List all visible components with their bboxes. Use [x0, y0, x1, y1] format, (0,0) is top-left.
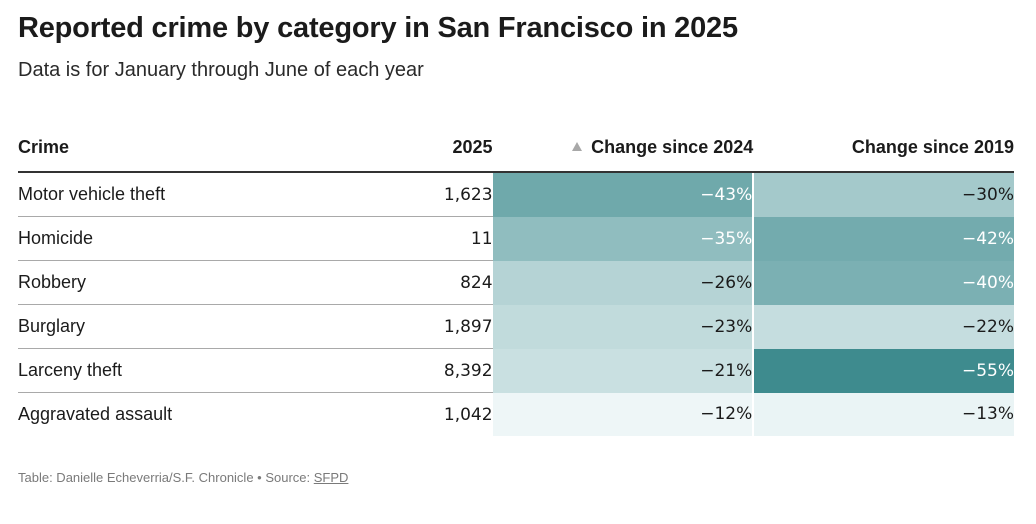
change-since-2019-cell: −30%	[752, 172, 1014, 217]
chart-title: Reported crime by category in San Franci…	[18, 12, 738, 44]
change-since-2019-cell: −55%	[752, 348, 1014, 393]
table-row: Aggravated assault 1,042 −12% −13%	[18, 392, 1014, 436]
table-row: Larceny theft 8,392 −21% −55%	[18, 348, 1014, 393]
change-since-2019-cell: −40%	[752, 260, 1014, 305]
table-row: Homicide 11 −35% −42%	[18, 216, 1014, 261]
table-row: Burglary 1,897 −23% −22%	[18, 304, 1014, 349]
source-link[interactable]: SFPD	[313, 470, 349, 485]
crime-name-cell: Larceny theft	[18, 348, 314, 393]
column-header-label: Crime	[18, 137, 70, 157]
column-header-2025[interactable]: 2025	[313, 124, 493, 173]
count-2025-cell: 8,392	[313, 348, 493, 393]
change-since-2019-cell: −42%	[752, 216, 1014, 261]
crime-name-cell: Motor vehicle theft	[18, 172, 314, 217]
count-2025-cell: 11	[313, 216, 493, 261]
crime-name-cell: Homicide	[18, 216, 314, 261]
footer-credit: Table: Danielle Echeverria/S.F. Chronicl…	[18, 470, 348, 485]
column-header-change-since-2019[interactable]: Change since 2019	[753, 124, 1014, 173]
footer-credit-text: Table: Danielle Echeverria/S.F. Chronicl…	[18, 470, 314, 485]
count-2025-cell: 1,623	[313, 172, 493, 217]
column-header-label: Change since 2019	[851, 137, 1014, 157]
column-header-label: 2025	[452, 137, 493, 157]
count-2025-cell: 1,042	[443, 404, 493, 425]
column-header-crime[interactable]: Crime	[18, 124, 314, 173]
change-since-2024-cell: −23%	[492, 304, 755, 349]
change-since-2024-cell: −35%	[492, 216, 755, 261]
column-header-change-since-2024[interactable]: Change since 2024	[492, 124, 754, 173]
crime-table: Crime 2025 Change since 2024 Change sinc…	[18, 124, 1014, 436]
crime-name-cell: Burglary	[18, 304, 314, 349]
change-since-2024-cell: −26%	[492, 260, 755, 305]
change-since-2024-cell: −21%	[492, 348, 755, 393]
count-2025-cell: 1,897	[313, 304, 493, 349]
column-header-label: Change since 2024	[591, 137, 754, 157]
crime-name-cell: Robbery	[18, 260, 314, 305]
sort-ascending-icon	[572, 142, 583, 151]
table-header-row: Crime 2025 Change since 2024 Change sinc…	[18, 124, 1014, 173]
crime-name-cell: Aggravated assault	[18, 404, 173, 424]
table-row: Robbery 824 −26% −40%	[18, 260, 1014, 305]
change-since-2019-cell: −22%	[752, 304, 1014, 349]
table-row: Motor vehicle theft 1,623 −43% −30%	[18, 172, 1014, 217]
change-since-2024-cell: −12%	[492, 392, 755, 436]
chart-subtitle: Data is for January through June of each…	[18, 59, 424, 81]
change-since-2024-cell: −43%	[492, 172, 755, 217]
count-2025-cell: 824	[313, 260, 493, 305]
change-since-2019-cell: −13%	[752, 392, 1014, 436]
